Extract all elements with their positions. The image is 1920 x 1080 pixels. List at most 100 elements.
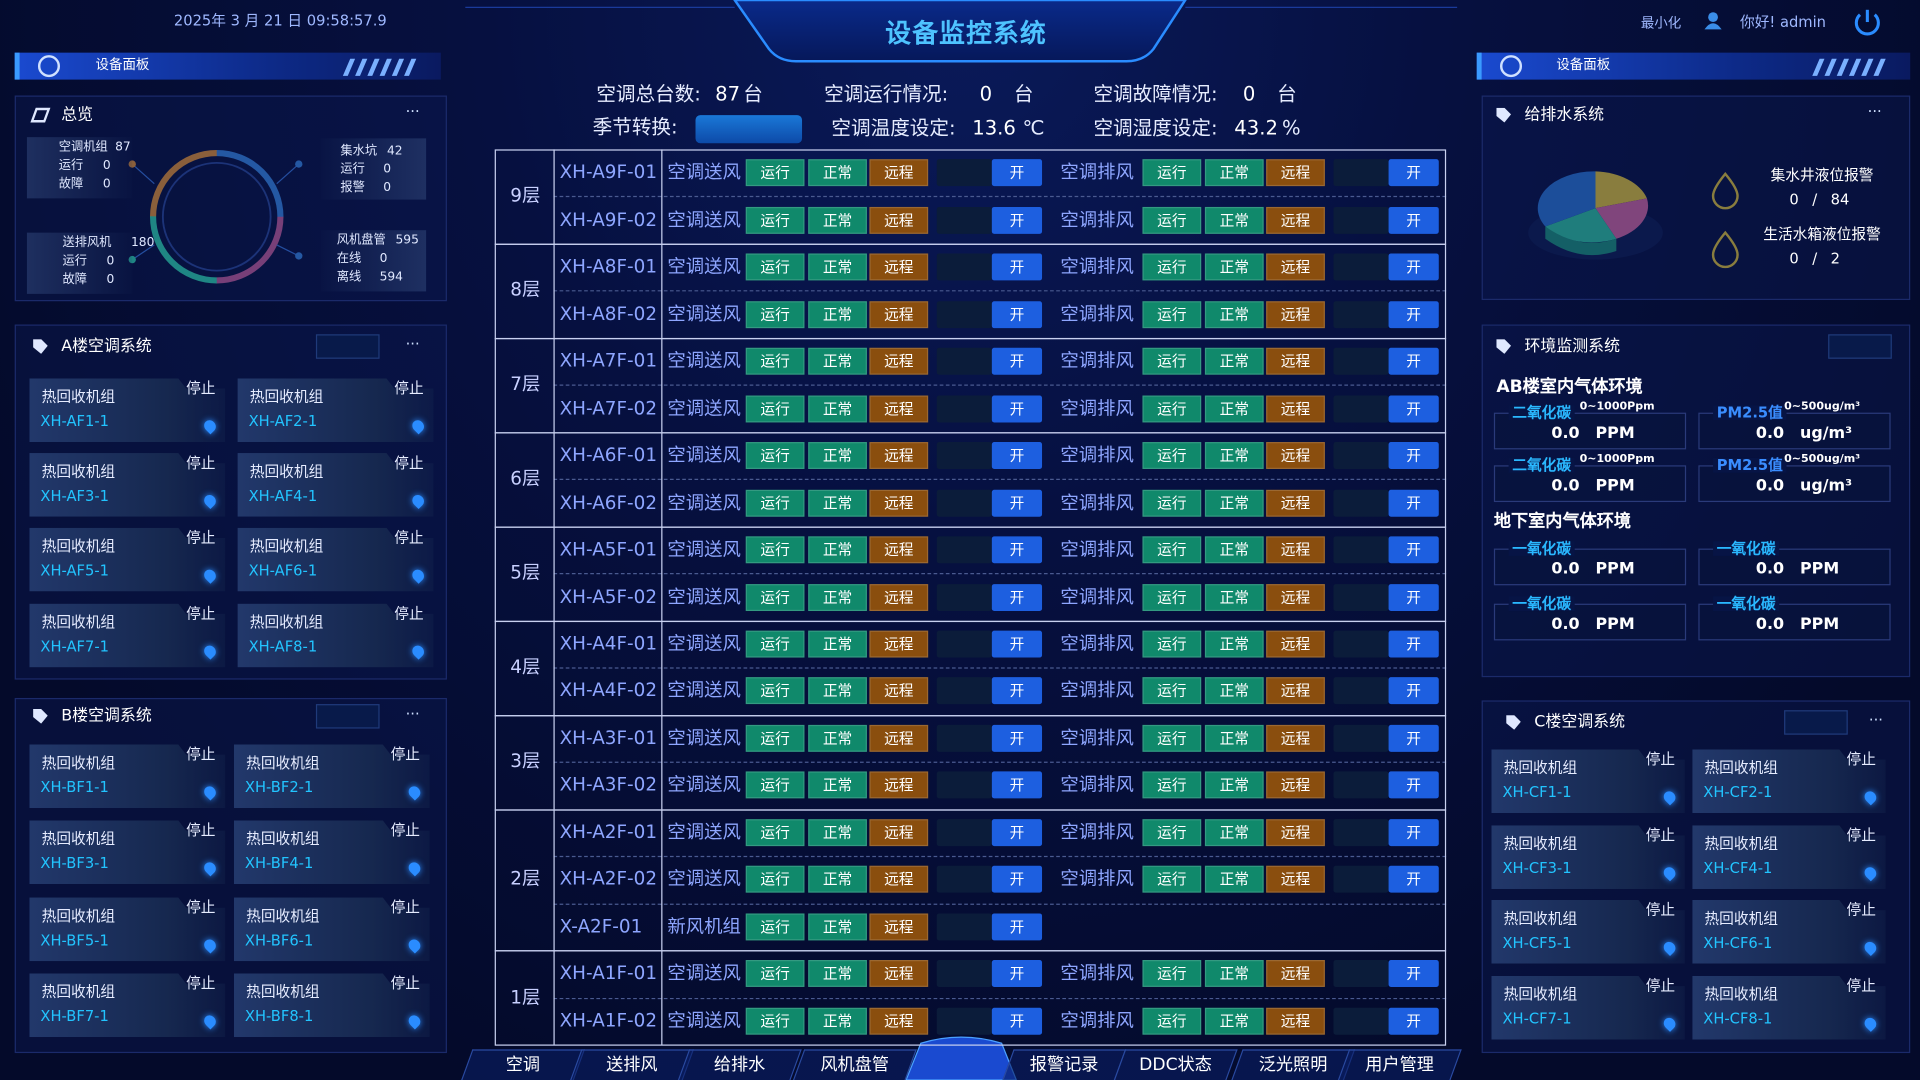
tag-icon [1496, 339, 1512, 354]
more-button[interactable]: ··· [1867, 102, 1882, 120]
switch-button[interactable]: 开 [991, 489, 1043, 517]
state-badge: 远程 [869, 630, 929, 658]
group-name: 空调排风 [1060, 302, 1134, 325]
switch-button[interactable]: 开 [991, 724, 1043, 752]
group-name: 空调排风 [1060, 443, 1134, 467]
row-label: 运行 [340, 162, 365, 177]
minimize-button[interactable]: 最小化 [1640, 15, 1682, 32]
switch-button[interactable]: 开 [1388, 489, 1439, 517]
switch-button[interactable]: 开 [1388, 300, 1439, 328]
unit-card [237, 603, 434, 668]
switch-button[interactable]: 开 [1388, 630, 1439, 658]
section-title: 环境监测系统 [1524, 337, 1621, 356]
switch-button[interactable]: 开 [991, 913, 1043, 941]
alarm-separator: / [1812, 191, 1818, 209]
more-button[interactable]: ··· [405, 102, 420, 120]
switch-button[interactable]: 开 [1388, 159, 1439, 187]
nav-tab[interactable]: 用户管理 [1365, 1055, 1434, 1076]
more-button[interactable]: ··· [405, 335, 420, 353]
switch-button[interactable]: 开 [1388, 771, 1439, 799]
device-id: XH-A4F-02 [559, 679, 658, 702]
unit-card [1491, 900, 1685, 964]
row-value: 0 [106, 254, 115, 269]
switch-button[interactable]: 开 [991, 206, 1043, 234]
sensor-value: 0.0 [1551, 424, 1580, 443]
switch-button[interactable]: 开 [1388, 724, 1439, 752]
switch-button[interactable]: 开 [991, 536, 1043, 564]
row-label: 故障 [58, 177, 84, 192]
row-label: 运行 [58, 159, 84, 173]
switch-button[interactable]: 开 [991, 630, 1043, 658]
more-button[interactable]: ··· [1868, 711, 1883, 729]
switch-button[interactable]: 开 [991, 442, 1043, 470]
switch-button[interactable]: 开 [991, 866, 1043, 894]
column-line [661, 950, 663, 1045]
section-title: B楼空调系统 [61, 707, 152, 726]
floor-border [494, 337, 1447, 434]
nav-tab[interactable]: 空调 [505, 1055, 540, 1076]
switch-button[interactable]: 开 [991, 1007, 1043, 1035]
switch-button[interactable]: 开 [991, 583, 1043, 611]
nav-tab[interactable]: 给排水 [713, 1055, 766, 1076]
floor-label: 8层 [510, 279, 541, 302]
state-badge: 远程 [1266, 489, 1325, 517]
switch-button[interactable]: 开 [1388, 960, 1439, 988]
switch-button[interactable]: 开 [991, 347, 1043, 375]
switch-button[interactable]: 开 [1388, 253, 1439, 281]
switch-button[interactable]: 开 [1388, 442, 1439, 470]
power-icon[interactable] [1854, 9, 1880, 36]
switch-button[interactable]: 开 [1388, 347, 1439, 375]
season-toggle[interactable] [695, 115, 803, 144]
nav-tab[interactable]: DDC状态 [1139, 1055, 1212, 1076]
unit-status: 停止 [186, 974, 216, 992]
switch-button[interactable]: 开 [1388, 536, 1439, 564]
group-name: 空调送风 [667, 773, 741, 796]
switch-button[interactable]: 开 [1388, 677, 1439, 705]
nav-tab[interactable]: 风机盘管 [820, 1055, 889, 1076]
switch-button[interactable]: 开 [991, 771, 1043, 799]
switch-track [936, 489, 992, 517]
nav-tab[interactable]: 泛光照明 [1258, 1055, 1328, 1076]
switch-track [936, 819, 992, 846]
unit-card [237, 378, 434, 443]
floor-border [494, 526, 1447, 622]
floor-label: 6层 [510, 467, 541, 490]
switch-button[interactable]: 开 [991, 253, 1043, 281]
state-badge: 运行 [745, 583, 805, 611]
switch-button[interactable]: 开 [991, 960, 1043, 988]
state-badge: 运行 [745, 913, 805, 941]
sensor-unit: PPM [1800, 615, 1840, 634]
nav-tab[interactable]: 送排风 [606, 1055, 658, 1076]
unit-status: 停止 [186, 454, 216, 472]
row-divider [553, 384, 1447, 387]
nav-tab[interactable]: 报警记录 [1029, 1055, 1099, 1076]
unit-id: XH-AF5-1 [40, 562, 110, 580]
switch-button[interactable]: 开 [1388, 395, 1439, 422]
group-name: 空调排风 [1060, 1009, 1134, 1032]
switch-track [936, 300, 992, 328]
unit-card [29, 820, 226, 885]
switch-button[interactable]: 开 [1388, 206, 1439, 234]
datetime: 2025年 3 月 21 日 09:58:57.9 [173, 12, 387, 30]
switch-button[interactable]: 开 [991, 300, 1043, 328]
device-id: XH-A9F-02 [559, 208, 658, 231]
switch-button[interactable]: 开 [1388, 583, 1439, 611]
switch-button[interactable]: 开 [991, 677, 1043, 705]
unit-label: 热回收机组 [1503, 985, 1578, 1003]
switch-button[interactable]: 开 [991, 395, 1043, 422]
switch-button[interactable]: 开 [991, 819, 1043, 846]
state-badge: 运行 [745, 300, 805, 328]
switch-track [1333, 253, 1389, 281]
switch-button[interactable]: 开 [1388, 819, 1439, 846]
switch-button[interactable]: 开 [1388, 866, 1439, 894]
sensor-value: 0.0 [1755, 615, 1785, 634]
state-badge: 远程 [869, 913, 929, 941]
switch-button[interactable]: 开 [1388, 1007, 1439, 1035]
column-line [553, 950, 555, 1045]
switch-button[interactable]: 开 [991, 159, 1043, 187]
group-name: 空调排风 [1060, 396, 1134, 419]
more-button[interactable]: ··· [405, 705, 420, 723]
state-badge: 运行 [1142, 677, 1202, 705]
unit-label: 热回收机组 [41, 613, 116, 631]
state-badge: 正常 [1204, 347, 1264, 375]
